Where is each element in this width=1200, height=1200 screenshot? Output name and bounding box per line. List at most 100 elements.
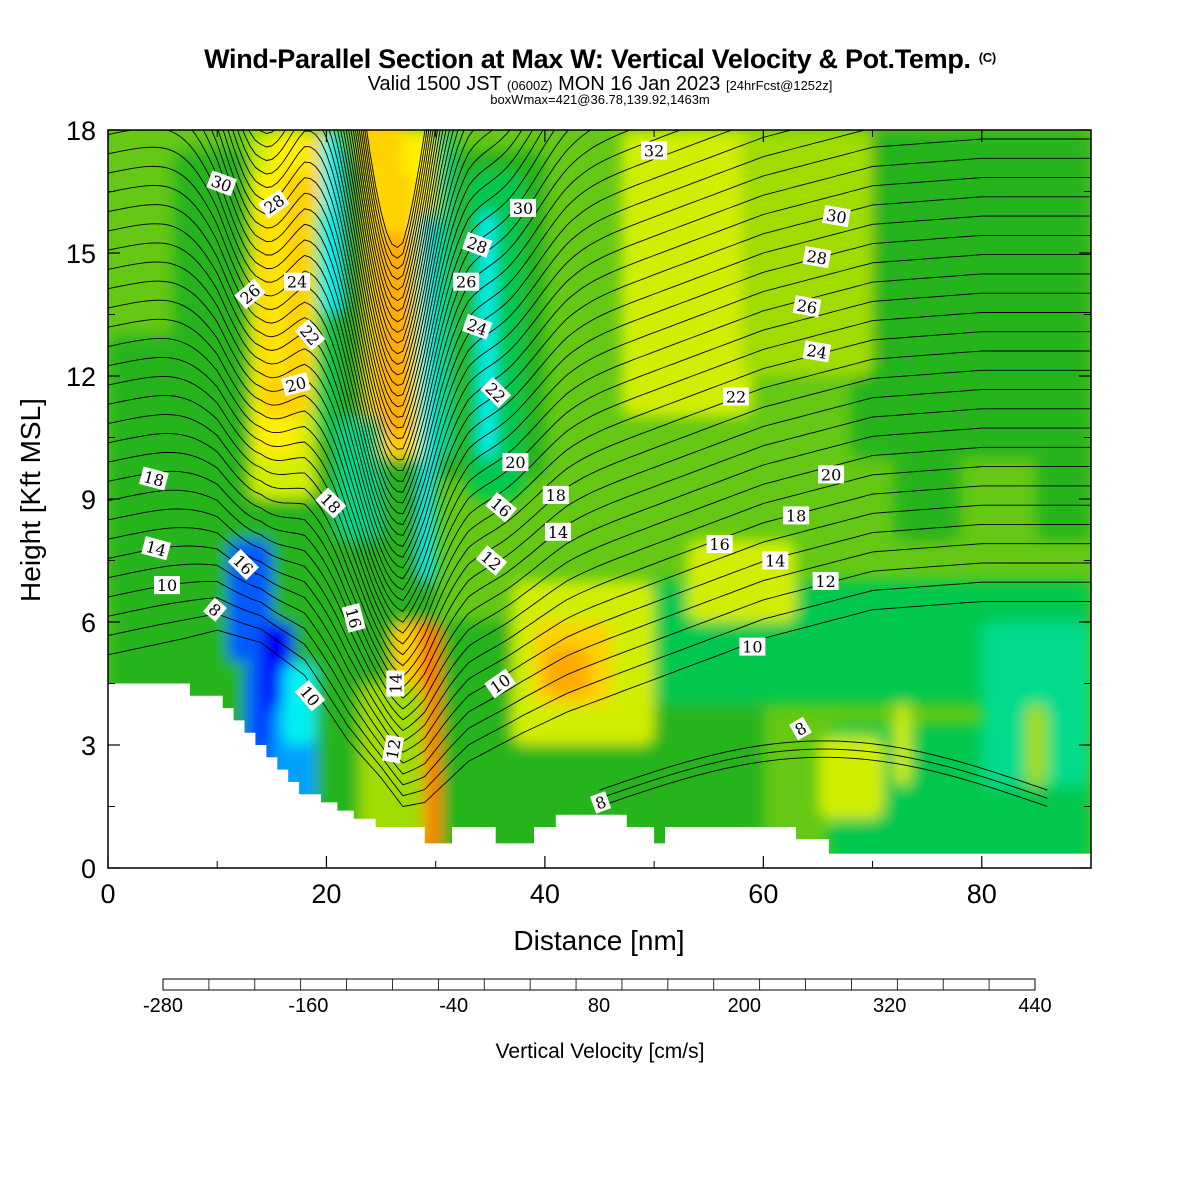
y-tick-label-6: 18 [66, 116, 96, 146]
velocity-cell-16 [894, 704, 911, 786]
contour-label-12: 16 [342, 603, 366, 633]
contour-label-32: 24 [802, 340, 832, 363]
contour-label-25: 14 [545, 522, 571, 542]
colorbar-tick-label-2: -40 [439, 995, 468, 1017]
theta-contour-12-2 [108, 331, 1091, 656]
terrain-mask [108, 683, 1091, 868]
colorbar-tick-label-6: 440 [1018, 995, 1051, 1017]
svg-text:22: 22 [726, 388, 746, 407]
velocity-cell-21 [282, 171, 311, 417]
axes: 0 20 40 60 80 0 3 6 9 12 15 18 [66, 116, 1091, 909]
x-tick-label-0: 0 [100, 879, 115, 909]
contour-label-19: 26 [453, 272, 480, 292]
velocity-cell-45 [894, 130, 960, 540]
contour-label-39: 10 [739, 637, 766, 657]
theta-contour-20-0 [191, 130, 682, 504]
colorbar-tick-label-1: -160 [288, 995, 328, 1017]
velocity-cell-29 [320, 130, 343, 315]
contour-label-36: 16 [706, 535, 733, 554]
theta-contour-12-1 [108, 350, 1091, 667]
svg-text:14: 14 [386, 673, 405, 693]
theta-contour-18-2 [108, 130, 794, 526]
contour-label-23: 18 [542, 485, 569, 505]
contour-label-11: 8 [203, 597, 227, 622]
theta-contour-24-2 [258, 130, 475, 397]
theta-contour-12-0 [108, 369, 1091, 678]
x-axis-label: Distance [nm] [513, 925, 684, 956]
theta-contour-20-1 [202, 130, 632, 493]
theta-contour-22-3 [237, 130, 523, 429]
theta-low-contour-0 [599, 740, 1048, 791]
y-tick-label-1: 3 [81, 731, 96, 761]
y-tick-label-2: 6 [81, 608, 96, 638]
contour-label-28: 8 [590, 791, 612, 814]
svg-text:10: 10 [157, 576, 177, 595]
velocity-cell-26 [381, 232, 409, 438]
contour-label-8: 14 [141, 536, 171, 561]
svg-text:14: 14 [548, 523, 568, 542]
theta-contour-10-3 [108, 389, 1091, 688]
theta-contour-18-3 [108, 130, 733, 515]
colorbar-tick-label-3: 80 [588, 995, 610, 1017]
theta-contour-16-3 [108, 157, 1091, 558]
contour-label-3: 24 [284, 272, 310, 292]
theta-contour-18-1 [108, 130, 867, 537]
theta-contour-8-1 [108, 504, 1091, 753]
theta-contour-8-3 [108, 466, 1091, 732]
x-tick-label-4: 80 [967, 879, 997, 909]
colorbar: -280 -160 -40 80 200 320 440 [143, 978, 1052, 1017]
theta-contour-10-1 [108, 427, 1091, 710]
svg-text:28: 28 [805, 246, 828, 268]
theta-contour-16-1 [108, 196, 1091, 580]
contour-label-38: 12 [812, 572, 839, 591]
svg-text:18: 18 [141, 467, 166, 491]
svg-text:12: 12 [815, 572, 835, 591]
svg-text:24: 24 [805, 341, 828, 363]
chart-subtitle-box: boxWmax=421@36.78,139.92,1463m [490, 92, 710, 107]
colorbar-tick-label-0: -280 [143, 995, 183, 1017]
theta-contour-20-2 [211, 130, 592, 482]
velocity-field [108, 130, 1091, 868]
svg-text:30: 30 [825, 205, 848, 227]
colorbar-tick-label-5: 320 [873, 995, 906, 1017]
theta-contour-10-0 [108, 446, 1091, 721]
theta-low-contour-1 [599, 748, 1048, 799]
theta-contour-14-2 [108, 254, 1091, 612]
theta-contour-6-3 [108, 543, 1091, 775]
velocity-cell-35 [359, 683, 425, 848]
svg-text:20: 20 [284, 373, 309, 397]
y-tick-label-5: 15 [66, 239, 96, 269]
svg-text:26: 26 [456, 273, 476, 292]
contour-label-16: 32 [641, 141, 668, 161]
theta-contour-22-2 [232, 130, 534, 439]
svg-text:18: 18 [546, 486, 566, 505]
theta-contour-10-2 [108, 408, 1091, 699]
svg-text:30: 30 [513, 199, 533, 218]
velocity-cell-8 [621, 130, 753, 417]
theta-contour-16-2 [108, 177, 1091, 569]
theta-contour-16-0 [108, 215, 1091, 591]
x-tick-label-2: 40 [530, 879, 560, 909]
theta-contour-24-1 [248, 130, 494, 408]
theta-contour-8-0 [108, 523, 1091, 764]
svg-text:12: 12 [382, 738, 404, 761]
theta-contour-6-1 [108, 581, 1091, 797]
svg-text:26: 26 [795, 296, 818, 318]
y-tick-label-3: 9 [81, 485, 96, 515]
y-tick-label-0: 0 [81, 854, 96, 884]
svg-text:10: 10 [742, 638, 762, 657]
svg-text:14: 14 [144, 537, 169, 561]
svg-text:14: 14 [765, 552, 785, 571]
contour-label-29: 30 [822, 204, 851, 228]
theta-contour-24-0 [242, 130, 511, 418]
contour-label-15: 12 [381, 734, 405, 764]
chart-title: Wind-Parallel Section at Max W: Vertical… [204, 44, 996, 74]
svg-text:20: 20 [505, 453, 525, 472]
svg-text:18: 18 [786, 506, 806, 525]
contour-label-17: 30 [510, 198, 536, 218]
x-tick-label-3: 60 [748, 879, 778, 909]
theta-contour-18-0 [108, 138, 1091, 547]
velocity-cell-13 [544, 646, 589, 696]
